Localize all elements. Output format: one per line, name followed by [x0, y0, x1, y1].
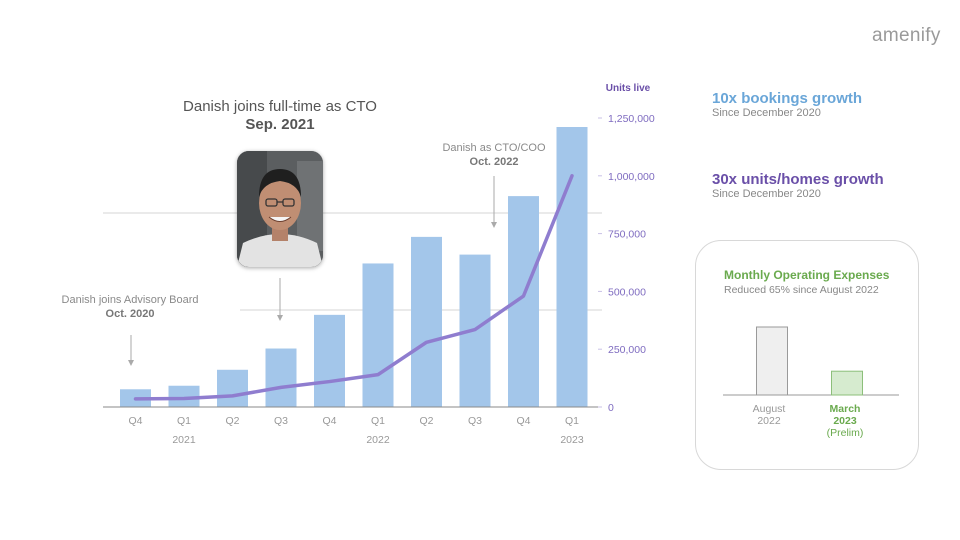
bar-3 [265, 348, 297, 407]
x-tick-label-7: Q3 [468, 415, 482, 427]
opex-bar-1 [831, 370, 863, 396]
advisory-arrow [128, 335, 134, 366]
y2-tick-label-5: 0 [608, 402, 614, 414]
profile-photo [237, 151, 323, 267]
x-tick-label-1: Q1 [177, 415, 191, 427]
y2-tick-label-3: 500,000 [608, 286, 646, 298]
bar-1 [168, 385, 200, 407]
cto-annotation-date: Sep. 2021 [245, 116, 315, 133]
y2-tick-label-2: 750,000 [608, 229, 646, 241]
units-line [133, 174, 574, 401]
x-tick-label-8: Q4 [516, 415, 530, 427]
y2-tick-label-4: 250,000 [608, 344, 646, 356]
opex-bar-0 [756, 326, 788, 396]
opex-label-august-line2: 2022 [757, 415, 781, 427]
opex-label-march-line3: (Prelim) [826, 427, 864, 439]
amenify-logo: amenify [872, 25, 941, 46]
x-tick-label-2: Q2 [225, 415, 239, 427]
advisory-annotation-title: Danish joins Advisory Board [61, 294, 199, 306]
opex-bars [756, 326, 863, 396]
y2-tick-labels: 1,250,000 1,000,000 750,000 500,000 250,000 0 [598, 113, 655, 414]
cto-arrow [277, 278, 283, 321]
year-label-0: 2021 [172, 434, 196, 446]
opex-card [695, 240, 919, 470]
year-label-2: 2023 [560, 434, 584, 446]
stat-units-headline: 30x units/homes growth [712, 171, 884, 188]
coo-annotation-title: Danish as CTO/COO [442, 142, 546, 154]
bar-4 [314, 314, 345, 407]
bar-9 [556, 127, 588, 407]
x-tick-label-3: Q3 [274, 415, 288, 427]
year-label-1: 2022 [366, 434, 390, 446]
cto-annotation-title: Danish joins full-time as CTO [183, 98, 377, 115]
x-tick-label-6: Q2 [419, 415, 433, 427]
units-series-line [133, 174, 574, 401]
bars [120, 127, 588, 407]
stat-bookings: 10x bookings growth Since December 2020 [712, 90, 862, 119]
opex-label-march-line2: 2023 [833, 415, 857, 427]
y2-tick-label-0: 1,250,000 [608, 113, 655, 125]
bar-5 [362, 263, 394, 407]
opex-label-march: March 2023 (Prelim) [812, 403, 878, 439]
advisory-annotation: Danish joins Advisory Board Oct. 2020 [40, 293, 220, 321]
opex-subtitle: Reduced 65% since August 2022 [724, 284, 879, 296]
x-tick-label-4: Q4 [322, 415, 336, 427]
bar-6 [411, 236, 442, 407]
coo-arrow [491, 176, 497, 228]
coo-annotation-date: Oct. 2022 [469, 156, 519, 168]
opex-title: Monthly Operating Expenses [724, 268, 890, 282]
x-tick-label-0: Q4 [128, 415, 142, 427]
x-tick-labels: Q4 Q1 Q2 Q3 Q4 Q1 Q2 Q3 Q4 Q1 2021 2022 2023 [128, 415, 583, 446]
opex-label-august-line1: August [752, 403, 786, 415]
bar-2 [217, 369, 248, 407]
stat-units: 30x units/homes growth Since December 20… [712, 171, 884, 200]
x-tick-label-9: Q1 [565, 415, 579, 427]
stat-units-sub: Since December 2020 [712, 188, 821, 200]
y2-axis-title: Units live [606, 83, 651, 94]
coo-annotation: Danish as CTO/COO Oct. 2022 [404, 141, 584, 169]
advisory-annotation-date: Oct. 2020 [105, 308, 155, 320]
stat-bookings-headline: 10x bookings growth [712, 90, 863, 107]
y2-tick-label-1: 1,000,000 [608, 171, 655, 183]
opex-label-march-line1: March [829, 403, 861, 415]
x-tick-label-5: Q1 [371, 415, 385, 427]
opex-label-august: August 2022 [738, 403, 800, 427]
stat-bookings-sub: Since December 2020 [712, 107, 821, 119]
